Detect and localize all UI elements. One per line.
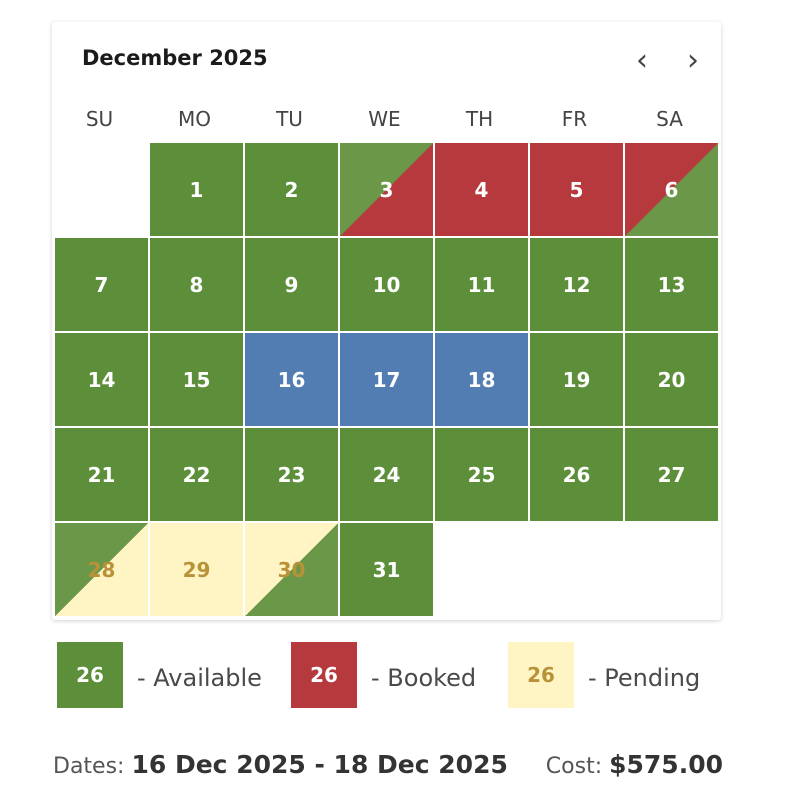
legend-swatch: 26 bbox=[57, 642, 123, 708]
day-cell[interactable]: 28 bbox=[55, 523, 148, 616]
day-cell[interactable]: 20 bbox=[625, 333, 718, 426]
day-cell[interactable]: 6 bbox=[625, 143, 718, 236]
cost-value: $575.00 bbox=[609, 750, 723, 779]
day-cell[interactable]: 12 bbox=[530, 238, 623, 331]
day-number: 13 bbox=[657, 272, 686, 297]
day-number: 27 bbox=[657, 462, 686, 487]
day-cell[interactable]: 30 bbox=[245, 523, 338, 616]
total-cost: Cost: $575.00 bbox=[546, 750, 723, 779]
day-cell[interactable]: 15 bbox=[150, 333, 243, 426]
day-cell[interactable]: 10 bbox=[340, 238, 433, 331]
day-cell[interactable]: 16 bbox=[245, 333, 338, 426]
legend-label: - Booked bbox=[371, 664, 477, 692]
selected-dates: Dates: 16 Dec 2025 - 18 Dec 2025 bbox=[53, 750, 508, 779]
day-number: 19 bbox=[562, 367, 591, 392]
month-title: December 2025 bbox=[82, 46, 268, 70]
day-number: 31 bbox=[372, 557, 401, 582]
day-number: 1 bbox=[189, 177, 204, 202]
day-number: 29 bbox=[182, 557, 211, 582]
day-number: 16 bbox=[277, 367, 306, 392]
day-number: 8 bbox=[189, 272, 204, 297]
day-grid: 1 2 3 4 5 6 7 8 9 10 11 12 13 14 15 16 17 18 19 20 21 22 23 24 2… bbox=[52, 143, 721, 620]
day-cell[interactable]: 7 bbox=[55, 238, 148, 331]
day-number: 22 bbox=[182, 462, 211, 487]
day-cell[interactable]: 18 bbox=[435, 333, 528, 426]
day-number: 11 bbox=[467, 272, 496, 297]
day-cell[interactable]: 25 bbox=[435, 428, 528, 521]
day-number: 25 bbox=[467, 462, 496, 487]
day-cell[interactable]: 1 bbox=[150, 143, 243, 236]
dates-label: Dates: bbox=[53, 754, 125, 779]
weekday-label: WE bbox=[368, 107, 401, 131]
day-cell[interactable]: 5 bbox=[530, 143, 623, 236]
day-number: 15 bbox=[182, 367, 211, 392]
day-cell[interactable]: 2 bbox=[245, 143, 338, 236]
day-cell[interactable]: 21 bbox=[55, 428, 148, 521]
previous-month-button[interactable]: ‹ bbox=[627, 44, 657, 78]
day-cell[interactable]: 3 bbox=[340, 143, 433, 236]
day-number: 14 bbox=[87, 367, 116, 392]
day-cell[interactable]: 11 bbox=[435, 238, 528, 331]
day-cell[interactable]: 31 bbox=[340, 523, 433, 616]
day-number: 18 bbox=[467, 367, 496, 392]
day-cell[interactable]: 19 bbox=[530, 333, 623, 426]
day-number: 20 bbox=[657, 367, 686, 392]
day-cell[interactable]: 23 bbox=[245, 428, 338, 521]
day-number: 7 bbox=[94, 272, 109, 297]
day-number: 4 bbox=[474, 177, 489, 202]
weekday-label: FR bbox=[561, 107, 588, 131]
weekday-label: TH bbox=[465, 107, 494, 131]
chevron-right-icon: › bbox=[687, 43, 699, 78]
day-number: 24 bbox=[372, 462, 401, 487]
weekday-header: SU MO TU WE TH FR SA bbox=[52, 107, 721, 137]
day-number: 5 bbox=[569, 177, 584, 202]
chevron-left-icon: ‹ bbox=[636, 43, 648, 78]
day-cell[interactable]: 14 bbox=[55, 333, 148, 426]
day-cell[interactable]: 9 bbox=[245, 238, 338, 331]
day-cell[interactable]: 4 bbox=[435, 143, 528, 236]
day-number: 23 bbox=[277, 462, 306, 487]
legend-label: - Pending bbox=[588, 664, 701, 692]
day-cell[interactable]: 26 bbox=[530, 428, 623, 521]
day-cell[interactable]: 27 bbox=[625, 428, 718, 521]
legend-label: - Available bbox=[137, 664, 262, 692]
day-number: 9 bbox=[284, 272, 299, 297]
day-cell[interactable]: 24 bbox=[340, 428, 433, 521]
day-number: 21 bbox=[87, 462, 116, 487]
day-number: 2 bbox=[284, 177, 299, 202]
day-number: 26 bbox=[562, 462, 591, 487]
day-cell[interactable]: 8 bbox=[150, 238, 243, 331]
weekday-label: SU bbox=[85, 107, 114, 131]
day-number: 17 bbox=[372, 367, 401, 392]
day-number: 30 bbox=[277, 557, 306, 582]
dates-value: 16 Dec 2025 - 18 Dec 2025 bbox=[131, 750, 508, 779]
next-month-button[interactable]: › bbox=[678, 44, 708, 78]
day-cell[interactable]: 13 bbox=[625, 238, 718, 331]
day-number: 10 bbox=[372, 272, 401, 297]
day-cell[interactable]: 17 bbox=[340, 333, 433, 426]
weekday-label: TU bbox=[276, 107, 303, 131]
weekday-label: MO bbox=[178, 107, 211, 131]
day-number: 28 bbox=[87, 557, 116, 582]
day-cell[interactable]: 29 bbox=[150, 523, 243, 616]
legend-swatch: 26 bbox=[508, 642, 574, 708]
day-number: 12 bbox=[562, 272, 591, 297]
weekday-label: SA bbox=[656, 107, 683, 131]
day-cell[interactable]: 22 bbox=[150, 428, 243, 521]
legend-swatch: 26 bbox=[291, 642, 357, 708]
day-number: 6 bbox=[664, 177, 679, 202]
day-number: 3 bbox=[379, 177, 394, 202]
cost-label: Cost: bbox=[545, 754, 603, 779]
